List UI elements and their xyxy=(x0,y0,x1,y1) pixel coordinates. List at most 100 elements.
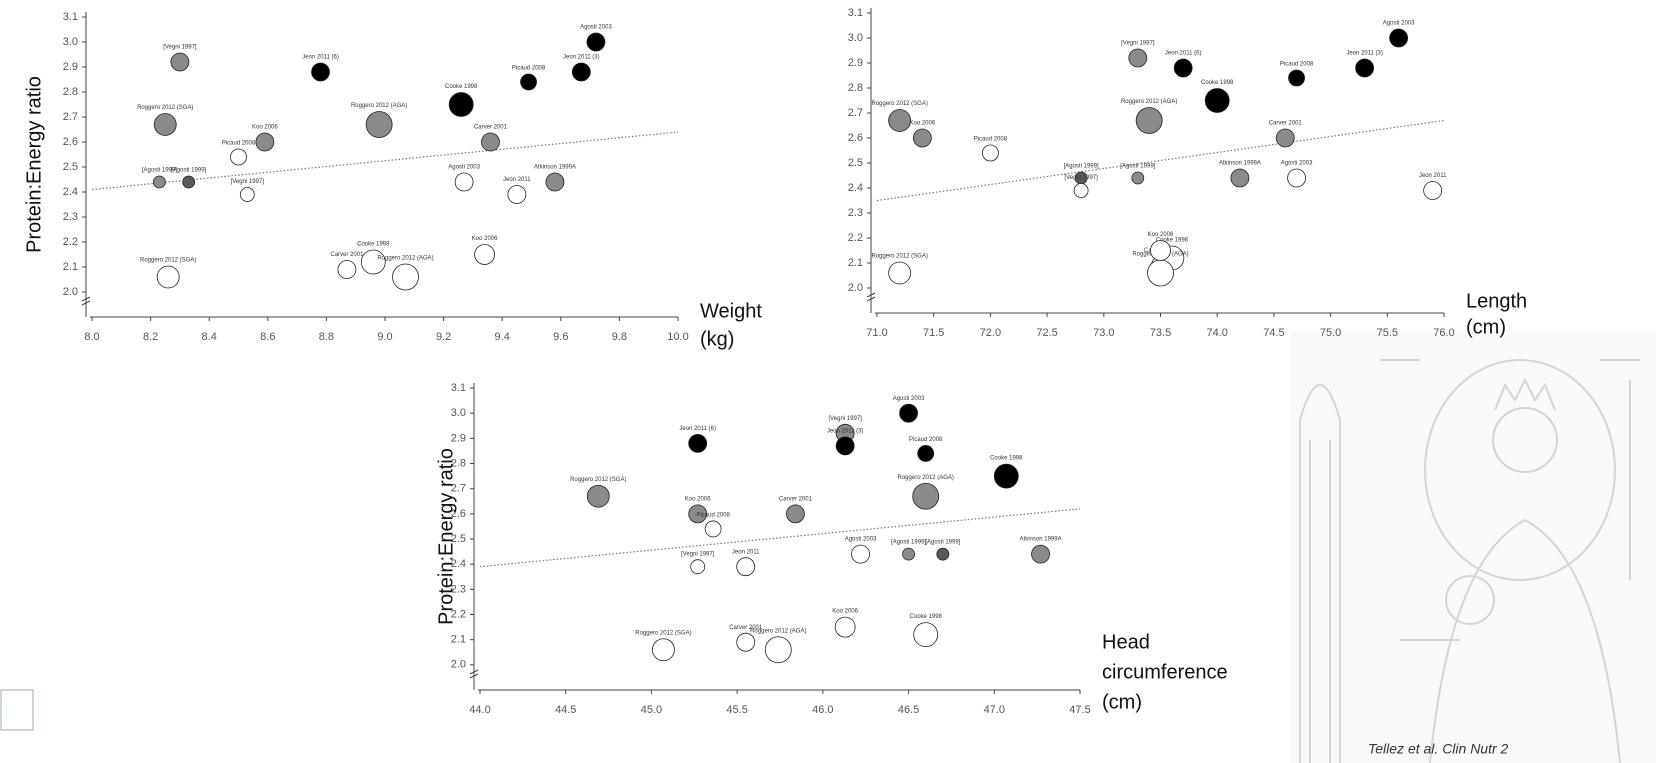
y-tick-label: 2.4 xyxy=(63,186,78,198)
bubble xyxy=(1147,259,1174,287)
y-tick-label: 2.2 xyxy=(848,232,863,244)
x-tick-label: 72.5 xyxy=(1036,327,1057,339)
x-axis-label: circumference xyxy=(1102,661,1228,683)
bubble xyxy=(736,632,756,652)
x-axis-label: (cm) xyxy=(1466,316,1506,338)
y-tick-label: 2.7 xyxy=(451,483,466,495)
y-axis-label: Protein:Energy ratio xyxy=(23,76,45,253)
x-tick-label: 74.0 xyxy=(1206,327,1227,339)
point-label: Agosti 2003 xyxy=(448,165,480,171)
axis-break xyxy=(81,296,91,306)
y-tick-label: 2.1 xyxy=(63,261,78,273)
bubble xyxy=(834,616,856,638)
bubble xyxy=(851,544,870,564)
bubble xyxy=(1287,168,1306,188)
x-tick-label: 8.4 xyxy=(202,331,217,343)
x-tick-label: 8.0 xyxy=(84,331,99,343)
y-tick-label: 2.3 xyxy=(63,211,78,223)
axis-break xyxy=(866,292,876,302)
bubble xyxy=(507,185,527,204)
bubble xyxy=(239,187,255,202)
point-label: Cooke 1998 xyxy=(357,242,390,248)
x-tick-label: 72.0 xyxy=(980,327,1001,339)
bubble xyxy=(153,113,177,136)
point-label: Picaud 2008 xyxy=(696,513,730,519)
bubble xyxy=(688,504,708,524)
x-tick-label: 9.4 xyxy=(495,331,510,343)
x-tick-label: 9.8 xyxy=(612,331,627,343)
x-tick-label: 47.5 xyxy=(1069,704,1090,716)
bubble xyxy=(360,249,386,275)
point-label: Roggero 2012 (AGA) xyxy=(351,103,407,109)
point-label: [Vegni 1997] xyxy=(1121,41,1155,47)
y-tick-label: 2.0 xyxy=(63,286,78,298)
bubble xyxy=(1073,183,1089,198)
y-tick-label: 3.0 xyxy=(63,36,78,48)
x-tick-label: 45.0 xyxy=(641,704,662,716)
bubble xyxy=(912,128,932,148)
y-tick-label: 2.2 xyxy=(451,608,466,620)
bubble xyxy=(182,175,196,189)
bubble xyxy=(690,559,706,575)
bubble xyxy=(1135,107,1163,134)
x-tick-label: 74.5 xyxy=(1263,327,1284,339)
bubble xyxy=(899,403,918,423)
slide-frame xyxy=(0,689,34,731)
point-label: [Vegni 1997] xyxy=(1064,175,1098,181)
point-label: Jeon 2011 (6) xyxy=(679,426,716,432)
point-label: Carver 2001 xyxy=(779,496,813,502)
point-label: Agosti 2003 xyxy=(1383,21,1415,27)
bubble xyxy=(586,32,606,52)
point-label: Carver 2001 xyxy=(474,125,508,131)
point-label: Picaud 2008 xyxy=(222,141,256,147)
x-tick-label: 76.0 xyxy=(1433,327,1454,339)
point-label: [Vegni 1997] xyxy=(681,551,715,557)
point-label: Picaud 2008 xyxy=(974,137,1008,143)
point-label: Roggero 2012 (AGA) xyxy=(377,256,433,262)
bubble xyxy=(448,92,474,117)
point-label: [Vegni 1997] xyxy=(163,45,197,51)
bubble xyxy=(337,260,357,279)
point-label: Roggero 2012 (AGA) xyxy=(750,628,806,634)
point-label: Atkinson 1999A xyxy=(1020,537,1062,543)
bubble xyxy=(704,520,722,538)
point-label: Roggero 2012 (SGA) xyxy=(635,630,691,636)
bubble xyxy=(392,263,419,291)
bubble xyxy=(888,109,912,132)
x-tick-label: 8.8 xyxy=(319,331,334,343)
y-tick-label: 2.5 xyxy=(848,157,863,169)
y-tick-label: 2.0 xyxy=(848,282,863,294)
point-label: Jeon 2011 xyxy=(503,177,531,183)
point-label: Carver 2001 xyxy=(330,252,364,258)
point-label: Atkinson 1999A xyxy=(1219,161,1261,167)
bubble xyxy=(1288,69,1305,87)
point-label: Atkinson 1999A xyxy=(534,165,576,171)
y-tick-label: 2.7 xyxy=(63,111,78,123)
bubble xyxy=(764,636,792,664)
x-tick-label: 9.2 xyxy=(436,331,451,343)
x-tick-label: 44.0 xyxy=(469,704,490,716)
trend-line xyxy=(91,131,679,191)
x-axis-label: (kg) xyxy=(700,328,734,350)
trend-line xyxy=(479,508,1081,568)
bubble xyxy=(1128,48,1148,68)
y-tick-label: 2.3 xyxy=(451,583,466,595)
bubble xyxy=(1389,28,1409,48)
bubble xyxy=(688,433,708,453)
point-label: Jeon 2011 (6) xyxy=(302,55,339,61)
bubble xyxy=(152,175,166,189)
x-tick-label: 75.0 xyxy=(1320,327,1341,339)
point-label: Carver 2001 xyxy=(1269,121,1303,127)
point-label: [Vegni 1997] xyxy=(231,179,265,185)
y-tick-label: 3.1 xyxy=(451,382,466,394)
y-tick-label: 3.1 xyxy=(63,11,78,23)
x-tick-label: 8.2 xyxy=(143,331,158,343)
x-tick-label: 47.0 xyxy=(984,704,1005,716)
point-label: Roggero 2012 (SGA) xyxy=(570,477,626,483)
x-axis-label: (cm) xyxy=(1102,691,1142,713)
y-tick-label: 3.0 xyxy=(848,32,863,44)
y-tick-label: 2.8 xyxy=(451,457,466,469)
point-label: Cooke 1998 xyxy=(1201,80,1234,86)
point-label: Koo 2006 xyxy=(910,121,936,127)
